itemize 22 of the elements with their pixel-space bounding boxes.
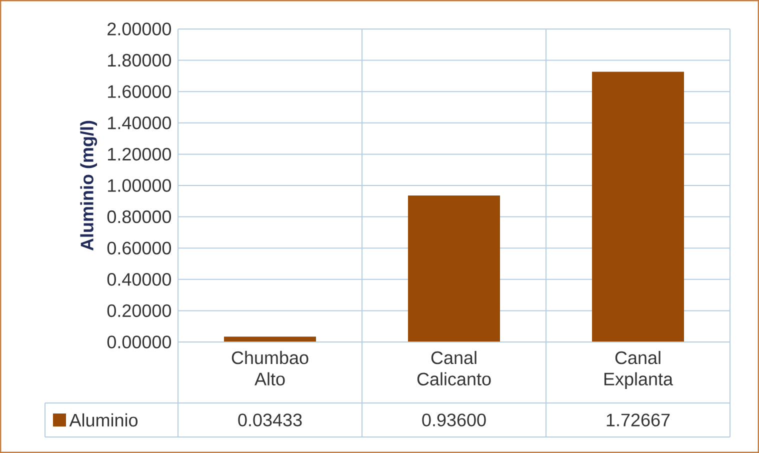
y-tick-label: 1.20000	[108, 148, 172, 161]
x-tick-label: Canal Explanta	[604, 350, 674, 390]
bar	[592, 72, 684, 342]
y-tick-label: 1.60000	[108, 85, 172, 98]
y-tick-label: 1.00000	[108, 179, 172, 192]
data-label: 1.72667	[606, 414, 670, 426]
bar	[408, 196, 500, 342]
y-tick-label: 0.00000	[107, 336, 172, 348]
data-label: 0.03433	[238, 414, 302, 426]
y-tick-label: 1.80000	[108, 54, 172, 67]
y-axis-title: Aluminio (mg/l)	[80, 120, 98, 251]
x-tick-label: Canal Calicanto	[417, 350, 491, 386]
y-tick-label: 1.40000	[108, 116, 172, 130]
y-tick-label: 2.00000	[108, 22, 172, 36]
data-label: 0.93600	[422, 414, 486, 426]
bar	[224, 336, 316, 342]
y-tick-label: 0.60000	[107, 242, 172, 254]
x-tick-label: Chumbao Alto	[232, 350, 308, 386]
legend-label: Aluminio	[69, 413, 138, 427]
y-tick-label: 0.40000	[107, 273, 172, 286]
y-tick-label: 0.20000	[107, 304, 172, 318]
y-tick-label: 0.80000	[107, 210, 172, 224]
